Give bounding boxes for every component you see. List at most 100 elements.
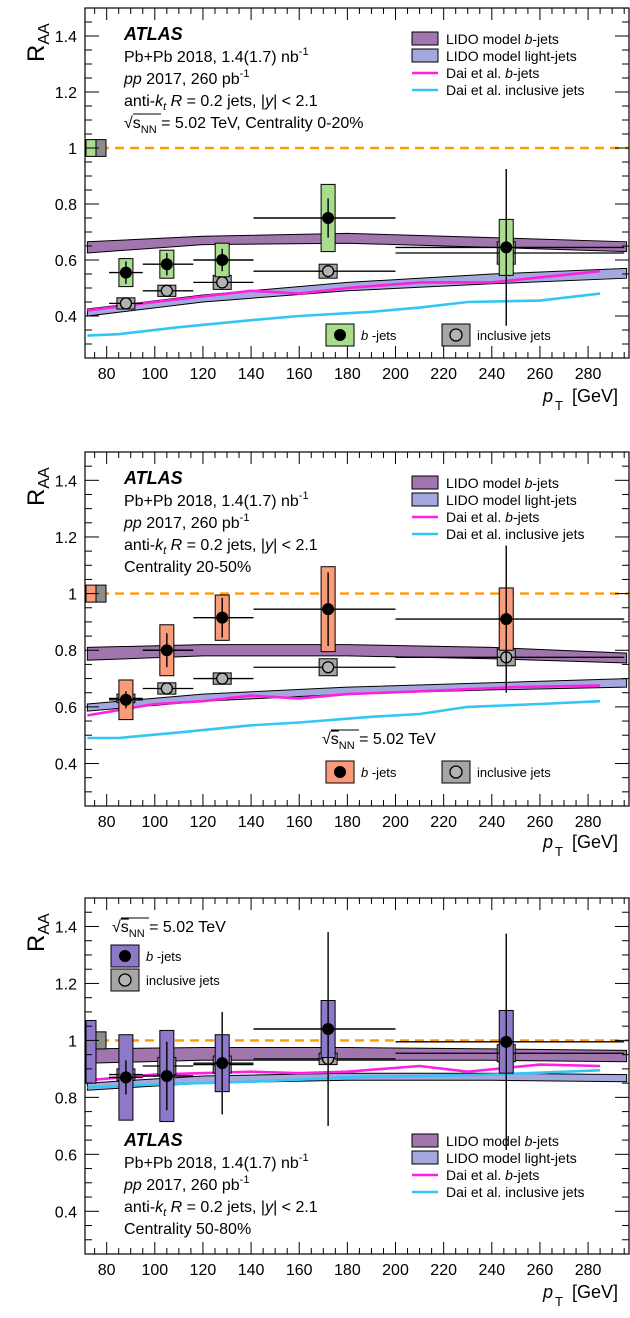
x-tick-label: 120 bbox=[190, 366, 217, 383]
x-tick-label: 140 bbox=[238, 1262, 265, 1279]
data-legend: b -jets inclusive jets bbox=[325, 323, 551, 347]
y-tick-label: 1.4 bbox=[55, 473, 77, 490]
dai-inclusive-curve bbox=[87, 292, 601, 337]
legend-marker-inclusive bbox=[449, 328, 463, 342]
inclusive-point bbox=[321, 265, 335, 278]
legend-label-inclusive: inclusive jets bbox=[477, 765, 551, 780]
legend-label-lido_b: LIDO model b-jets bbox=[446, 31, 559, 47]
y-tick-label: 0.4 bbox=[55, 309, 77, 326]
x-tick-label: 80 bbox=[98, 366, 116, 383]
y-tick-label: 0.4 bbox=[55, 757, 77, 774]
lido-b-band bbox=[86, 232, 628, 254]
y-axis-title: RAA bbox=[23, 467, 53, 506]
y-tick-label: 1.2 bbox=[55, 530, 77, 547]
inclusive-point bbox=[321, 661, 335, 674]
bjets-point bbox=[160, 258, 173, 271]
pbpb-label: Pb+Pb 2018, 1.4(1.7) nb-1 bbox=[124, 1152, 309, 1172]
x-tick-label: 120 bbox=[190, 814, 217, 831]
y-tick-label: 0.6 bbox=[55, 700, 77, 717]
pbpb-label: Pb+Pb 2018, 1.4(1.7) nb-1 bbox=[124, 46, 309, 66]
legend-label-inclusive: inclusive jets bbox=[146, 973, 220, 988]
x-tick-label: 280 bbox=[575, 814, 602, 831]
centrality-label: Centrality 50-80% bbox=[124, 1221, 251, 1238]
legend-label-dai_b: Dai et al. b-jets bbox=[446, 65, 539, 81]
y-tick-label: 0.6 bbox=[55, 253, 77, 270]
pp-label: pp 2017, 260 pb-1 bbox=[123, 512, 249, 532]
legend-marker-inclusive bbox=[118, 973, 132, 987]
legend-label-dai_b: Dai et al. b-jets bbox=[446, 509, 539, 525]
legend-label-bjets: b -jets bbox=[361, 328, 397, 343]
x-tick-label: 260 bbox=[527, 366, 554, 383]
x-tick-label: 200 bbox=[382, 366, 409, 383]
y-tick-label: 1.4 bbox=[55, 29, 77, 46]
dai-b-curve bbox=[87, 684, 601, 717]
legend-marker-bjets bbox=[119, 950, 131, 962]
chart-panel-3: 80 100 120 140 160 180 200 220 240 260 280 0.4 0.6 0.… bbox=[23, 897, 630, 1309]
bjets-point bbox=[160, 644, 173, 657]
x-tick-label: 140 bbox=[238, 814, 265, 831]
bjets-point bbox=[119, 266, 132, 279]
chart-panel-2: 80 100 120 140 160 180 200 220 240 260 280 0.4 0.6 0.… bbox=[23, 451, 630, 859]
y-tick-label: 1.4 bbox=[55, 919, 77, 936]
legend-label-lido_light: LIDO model light-jets bbox=[446, 48, 577, 64]
y-tick-label: 1 bbox=[68, 587, 77, 604]
x-tick-label: 240 bbox=[478, 366, 505, 383]
x-tick-label: 120 bbox=[190, 1262, 217, 1279]
x-tick-label: 280 bbox=[575, 1262, 602, 1279]
bjets-point bbox=[216, 254, 229, 266]
bjets-point bbox=[500, 1035, 513, 1048]
legend-marker-inclusive bbox=[449, 765, 463, 779]
y-tick-label: 0.4 bbox=[55, 1204, 77, 1221]
x-tick-label: 100 bbox=[141, 366, 168, 383]
y-tick-label: 1 bbox=[68, 1033, 77, 1050]
pbpb-label: Pb+Pb 2018, 1.4(1.7) nb-1 bbox=[124, 490, 309, 510]
lido-light-band bbox=[86, 267, 628, 317]
bjets-point bbox=[500, 241, 513, 254]
bjets-point bbox=[216, 1057, 229, 1070]
dai-b-curve bbox=[87, 1063, 601, 1082]
data-legend: b -jets inclusive jets bbox=[110, 944, 220, 992]
x-tick-label: 200 bbox=[382, 1262, 409, 1279]
legend-label-dai_incl: Dai et al. inclusive jets bbox=[446, 526, 585, 542]
atlas-label: ATLAS bbox=[123, 1130, 183, 1150]
plot-frame bbox=[84, 897, 630, 1255]
legend-label-dai_b: Dai et al. b-jets bbox=[446, 1167, 539, 1183]
inclusive-point bbox=[160, 682, 173, 695]
legend-label-dai_incl: Dai et al. inclusive jets bbox=[446, 1184, 585, 1200]
atlas-label: ATLAS bbox=[123, 468, 183, 488]
plot-area bbox=[85, 545, 629, 740]
inclusive-point bbox=[216, 276, 229, 289]
norm-box-bjets bbox=[85, 1019, 97, 1084]
legend-marker-bjets bbox=[334, 329, 346, 341]
bjets-point bbox=[216, 611, 229, 624]
pp-label: pp 2017, 260 pb-1 bbox=[123, 68, 249, 88]
x-tick-label: 240 bbox=[478, 1262, 505, 1279]
y-tick-label: 0.6 bbox=[55, 1147, 77, 1164]
bjets-point bbox=[322, 212, 335, 224]
dai-b-curve bbox=[87, 269, 601, 312]
bjets-point bbox=[119, 1071, 132, 1084]
legend-label-lido_light: LIDO model light-jets bbox=[446, 1150, 577, 1166]
x-tick-label: 80 bbox=[98, 814, 116, 831]
centrality-label: Centrality 20-50% bbox=[124, 559, 251, 576]
x-tick-label: 100 bbox=[141, 1262, 168, 1279]
plot-frame bbox=[84, 7, 630, 359]
dai-inclusive-curve bbox=[87, 1069, 601, 1089]
pp-label: pp 2017, 260 pb-1 bbox=[123, 1174, 249, 1194]
x-tick-label: 80 bbox=[98, 1262, 116, 1279]
y-axis-title: RAA bbox=[23, 23, 53, 62]
x-tick-label: 260 bbox=[527, 814, 554, 831]
bjets-point bbox=[500, 613, 513, 626]
plot-area bbox=[85, 932, 629, 1151]
legend-swatch-lido_light bbox=[411, 48, 439, 63]
chart-panel-1: 80 100 120 140 160 180 200 220 240 260 280 0.4 0.6 0.… bbox=[23, 7, 630, 413]
jets-label: anti-kt R = 0.2 jets, |y| < 2.1 bbox=[124, 93, 318, 113]
jets-label: anti-kt R = 0.2 jets, |y| < 2.1 bbox=[124, 537, 318, 557]
